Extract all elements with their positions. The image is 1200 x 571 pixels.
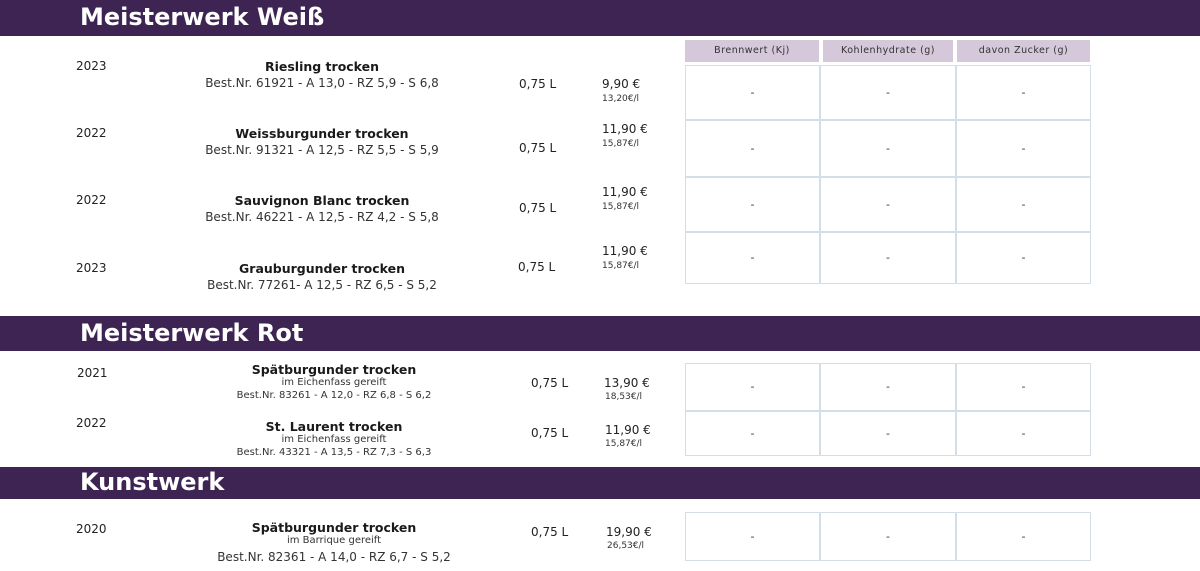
section-title: Meisterwerk Weiß: [80, 3, 325, 31]
wine-order-info: Best.Nr. 43321 - A 13,5 - RZ 7,3 - S 6,3: [236, 447, 432, 458]
zucker-cell: -: [956, 411, 1091, 456]
kohlenhydrate-cell: -: [820, 65, 956, 120]
wine-volume: 0,75 L: [519, 141, 557, 155]
wine-price-per-liter: 13,20€/l: [602, 94, 640, 104]
wine-order-info: Best.Nr. 83261 - A 12,0 - RZ 6,8 - S 6,2: [236, 390, 432, 401]
wine-name: Spätburgunder trocken: [251, 520, 417, 535]
wine-year: 2020: [76, 522, 107, 536]
wine-order-info: Best.Nr. 77261- A 12,5 - RZ 6,5 - S 5,2: [207, 278, 437, 292]
wine-year: 2022: [76, 126, 107, 140]
wine-price-per-liter: 15,87€/l: [602, 261, 640, 271]
wine-volume: 0,75 L: [531, 426, 569, 440]
brennwert-cell: -: [685, 363, 820, 411]
brennwert-cell: -: [685, 512, 820, 561]
wine-name: Spätburgunder trocken: [251, 362, 417, 377]
zucker-cell: -: [956, 363, 1091, 411]
section-title: Meisterwerk Rot: [80, 319, 304, 347]
wine-price: 9,90 €: [602, 77, 641, 91]
wine-price-per-liter: 15,87€/l: [605, 439, 643, 449]
wine-price-per-liter: 18,53€/l: [605, 392, 643, 402]
brennwert-cell: -: [685, 232, 820, 284]
zucker-cell: -: [956, 232, 1091, 284]
kohlenhydrate-cell: -: [820, 232, 956, 284]
section-band-rot: Meisterwerk Rot: [0, 316, 1200, 351]
kohlenhydrate-cell: -: [820, 120, 956, 177]
wine-year: 2022: [76, 193, 107, 207]
zucker-cell: -: [956, 120, 1091, 177]
wine-price: 11,90 €: [602, 244, 648, 258]
wine-volume: 0,75 L: [519, 201, 557, 215]
zucker-cell: -: [956, 65, 1091, 120]
kohlenhydrate-cell: -: [820, 363, 956, 411]
zucker-cell: -: [956, 512, 1091, 561]
wine-name: Grauburgunder trocken: [239, 261, 405, 276]
wine-note: im Barrique gereift: [286, 535, 382, 546]
wine-name: Sauvignon Blanc trocken: [234, 193, 410, 208]
wine-year: 2021: [77, 366, 108, 380]
wine-year: 2023: [76, 59, 107, 73]
wine-price-per-liter: 26,53€/l: [607, 541, 645, 551]
brennwert-cell: -: [685, 411, 820, 456]
brennwert-cell: -: [685, 120, 820, 177]
header-brennwert: Brennwert (Kj): [685, 40, 819, 62]
wine-price: 11,90 €: [602, 122, 648, 136]
header-kohlenhydrate: Kohlenhydrate (g): [823, 40, 953, 62]
wine-order-info: Best.Nr. 82361 - A 14,0 - RZ 6,7 - S 5,2: [217, 550, 451, 564]
brennwert-cell: -: [685, 65, 820, 120]
wine-name: Riesling trocken: [264, 59, 380, 74]
wine-order-info: Best.Nr. 91321 - A 12,5 - RZ 5,5 - S 5,9: [205, 143, 439, 157]
brennwert-cell: -: [685, 177, 820, 232]
wine-price-per-liter: 15,87€/l: [602, 139, 640, 149]
wine-volume: 0,75 L: [531, 376, 569, 390]
section-band-weiss: Meisterwerk Weiß: [0, 0, 1200, 36]
wine-price: 11,90 €: [602, 185, 648, 199]
wine-volume: 0,75 L: [518, 260, 556, 274]
wine-price: 19,90 €: [606, 525, 652, 539]
kohlenhydrate-cell: -: [820, 411, 956, 456]
wine-note: im Eichenfass gereift: [281, 377, 387, 388]
wine-order-info: Best.Nr. 61921 - A 13,0 - RZ 5,9 - S 6,8: [205, 76, 439, 90]
kohlenhydrate-cell: -: [820, 177, 956, 232]
wine-order-info: Best.Nr. 46221 - A 12,5 - RZ 4,2 - S 5,8: [205, 210, 439, 224]
wine-name: Weissburgunder trocken: [235, 126, 409, 141]
section-band-kunstwerk: Kunstwerk: [0, 467, 1200, 499]
header-zucker: davon Zucker (g): [957, 40, 1090, 62]
wine-year: 2022: [76, 416, 107, 430]
wine-volume: 0,75 L: [519, 77, 557, 91]
zucker-cell: -: [956, 177, 1091, 232]
wine-name: St. Laurent trocken: [265, 419, 403, 434]
section-title: Kunstwerk: [80, 468, 225, 496]
kohlenhydrate-cell: -: [820, 512, 956, 561]
wine-year: 2023: [76, 261, 107, 275]
wine-volume: 0,75 L: [531, 525, 569, 539]
wine-price-per-liter: 15,87€/l: [602, 202, 640, 212]
wine-note: im Eichenfass gereift: [281, 434, 387, 445]
wine-price: 11,90 €: [605, 423, 651, 437]
wine-price: 13,90 €: [604, 376, 650, 390]
